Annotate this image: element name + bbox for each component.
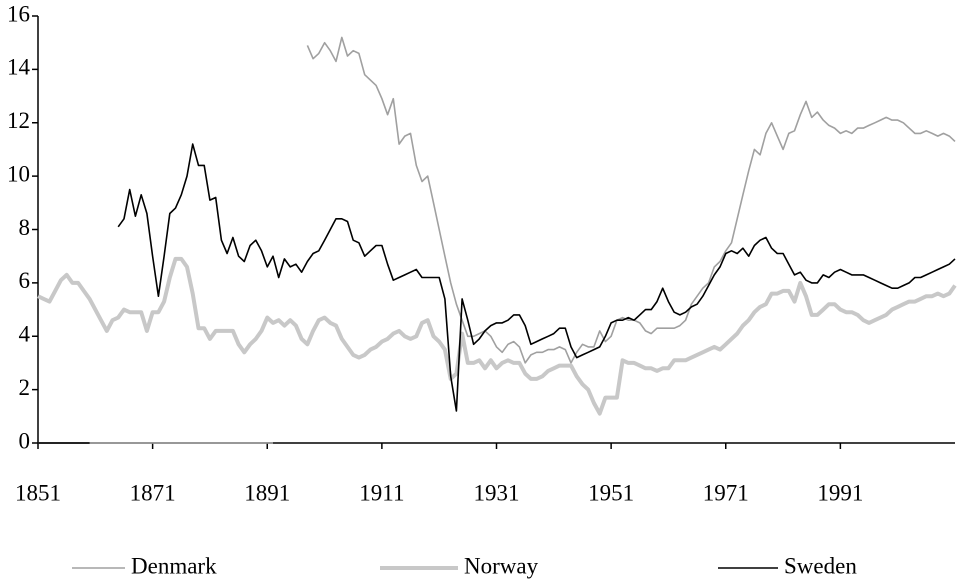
- x-tick-label: 1991: [817, 480, 863, 505]
- x-tick-label: 1891: [244, 480, 290, 505]
- x-tick-label: 1871: [130, 480, 176, 505]
- legend-label: Sweden: [784, 553, 857, 578]
- x-tick-label: 1911: [359, 480, 404, 505]
- y-tick-label: 12: [7, 108, 30, 133]
- y-tick-label: 10: [7, 161, 30, 186]
- x-tick-label: 1851: [15, 480, 61, 505]
- legend-label: Norway: [464, 553, 539, 578]
- y-tick-label: 16: [7, 1, 30, 26]
- y-tick-label: 2: [19, 375, 31, 400]
- x-tick-label: 1971: [703, 480, 749, 505]
- y-tick-label: 4: [19, 322, 31, 347]
- series-line: [38, 143, 956, 444]
- y-tick-label: 0: [19, 428, 31, 453]
- y-tick-label: 8: [19, 215, 31, 240]
- series-line: [37, 256, 957, 416]
- legend-label: Denmark: [131, 553, 217, 578]
- x-tick-label: 1931: [474, 480, 520, 505]
- series-line: [38, 36, 956, 444]
- x-tick-label: 1951: [588, 480, 634, 505]
- y-tick-label: 6: [19, 268, 31, 293]
- y-tick-label: 14: [7, 55, 31, 80]
